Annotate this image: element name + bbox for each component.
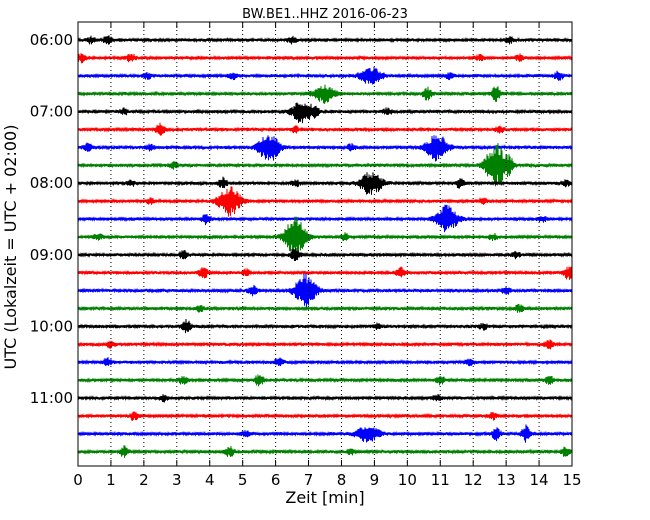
traces-layer	[77, 35, 573, 458]
x-tick-label-15: 15	[562, 471, 581, 489]
trace-row-1015	[77, 339, 573, 350]
y-tick-label-0700: 07:00	[30, 103, 73, 121]
trace-row-0830	[77, 204, 573, 233]
trace-row-0945	[77, 303, 573, 313]
y-tick-label-0800: 08:00	[30, 174, 73, 192]
ticks-layer: 0 1 2 3 4 5 6 7 8 9 10 11 12 13 14 1506:0007:0008:0009:…	[30, 22, 582, 489]
trace-row-0900	[77, 247, 573, 262]
trace-row-0630	[77, 66, 573, 85]
trace-row-0700	[77, 102, 573, 124]
trace-row-1145	[77, 445, 573, 458]
trace-row-0615	[77, 53, 573, 64]
x-tick-label-2: 2	[139, 471, 149, 489]
x-tick-label-4: 4	[205, 471, 215, 489]
x-axis-label: Zeit [min]	[285, 488, 364, 507]
trace-row-1030	[77, 357, 573, 367]
x-tick-label-8: 8	[337, 471, 347, 489]
chart-title: BW.BE1..HHZ 2016-06-23	[242, 7, 408, 22]
x-tick-label-10: 10	[398, 471, 417, 489]
trace-row-0815	[77, 186, 573, 217]
trace-row-0930	[77, 273, 573, 308]
x-tick-label-6: 6	[271, 471, 281, 489]
trace-row-1045	[77, 374, 573, 387]
trace-row-0845	[77, 216, 573, 257]
x-tick-label-7: 7	[304, 471, 314, 489]
trace-row-0715	[77, 122, 573, 136]
trace-row-1130	[77, 424, 573, 443]
x-tick-label-13: 13	[497, 471, 516, 489]
x-tick-label-9: 9	[370, 471, 380, 489]
x-tick-label-11: 11	[431, 471, 450, 489]
x-tick-label-12: 12	[464, 471, 483, 489]
y-tick-label-1000: 10:00	[30, 317, 73, 335]
x-tick-label-0: 0	[73, 471, 83, 489]
y-tick-label-1100: 11:00	[30, 389, 73, 407]
trace-row-0745	[77, 143, 573, 187]
x-tick-label-1: 1	[106, 471, 116, 489]
trace-row-1000	[77, 318, 573, 334]
plot-frame	[77, 21, 573, 467]
trace-row-1115	[77, 411, 573, 421]
y-tick-label-0900: 09:00	[30, 246, 73, 264]
x-tick-label-3: 3	[172, 471, 182, 489]
trace-row-0915	[77, 266, 573, 280]
trace-row-0600	[77, 35, 573, 45]
trace-row-0645	[77, 84, 573, 104]
trace-row-1100	[77, 394, 573, 403]
y-axis-label: UTC (Lokalzeit = UTC + 02:00)	[1, 125, 20, 370]
trace-row-0730	[77, 135, 573, 162]
x-tick-label-5: 5	[238, 471, 248, 489]
x-tick-label-14: 14	[530, 471, 549, 489]
trace-row-0800	[77, 172, 573, 195]
y-tick-label-0600: 06:00	[30, 31, 73, 49]
